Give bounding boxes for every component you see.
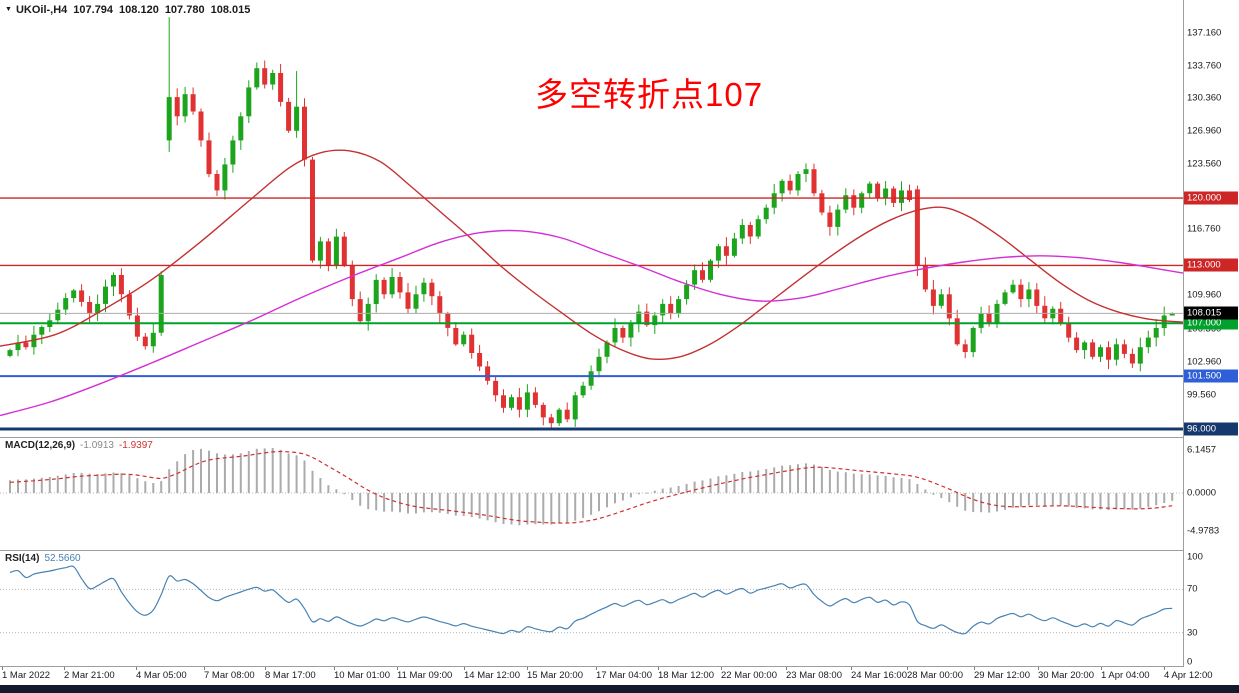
rsi-scale-label: 0: [1187, 656, 1193, 668]
main-chart-pane[interactable]: ▼ UKOil-,H4 107.794 108.120 107.780 108.015 多…: [0, 0, 1183, 437]
macd-label: MACD(12,26,9) -1.0913 -1.9397: [5, 440, 153, 451]
time-axis-tick: [786, 667, 787, 670]
rsi-scale-label: 100: [1187, 551, 1203, 563]
time-axis-tick: [397, 667, 398, 670]
rsi-value: 52.5660: [44, 553, 81, 564]
time-axis-tick: [204, 667, 205, 670]
price-scale-label: 99.560: [1187, 389, 1217, 401]
time-axis-label: 18 Mar 12:00: [658, 670, 714, 681]
price-scale-label: 109.960: [1187, 289, 1222, 301]
macd-name: MACD(12,26,9): [5, 440, 76, 451]
time-axis-tick: [721, 667, 722, 670]
rsi-scale-label: 70: [1187, 583, 1198, 595]
price-scale[interactable]: 137.160 133.760 130.360 126.960 123.560 116.7…: [1184, 0, 1239, 693]
macd-histogram: [9, 448, 1174, 526]
time-axis-label: 1 Mar 2022: [2, 670, 51, 681]
time-axis-label: 1 Apr 04:00: [1101, 670, 1150, 681]
time-axis-label: 29 Mar 12:00: [974, 670, 1030, 681]
time-axis-label: 28 Mar 00:00: [907, 670, 963, 681]
macd-pane[interactable]: MACD(12,26,9) -1.0913 -1.9397: [0, 438, 1183, 550]
hline-price-badge: 113.000: [1184, 258, 1238, 272]
chart-annotation: 多空转折点107: [535, 76, 764, 113]
time-axis-label: 23 Mar 08:00: [786, 670, 842, 681]
time-axis-label: 14 Mar 12:00: [464, 670, 520, 681]
pane-divider[interactable]: [0, 437, 1183, 438]
rsi-scale-label: 30: [1187, 627, 1198, 639]
rsi-name: RSI(14): [5, 553, 40, 564]
ma-lines-layer: [0, 149, 1183, 417]
time-axis-tick: [527, 667, 528, 670]
macd-value-signal: -1.9397: [118, 440, 153, 451]
bottom-scrollbar[interactable]: [0, 685, 1239, 693]
macd-signal-line: [9, 450, 1173, 524]
time-axis-tick: [265, 667, 266, 670]
time-axis-label: 15 Mar 20:00: [527, 670, 583, 681]
time-axis-tick: [2, 667, 3, 670]
time-axis-tick: [851, 667, 852, 670]
time-axis-tick: [464, 667, 465, 670]
time-axis-label: 17 Mar 04:00: [596, 670, 652, 681]
chart-menu-arrow-icon[interactable]: ▼: [5, 6, 12, 13]
time-axis-label: 24 Mar 16:00: [851, 670, 907, 681]
time-axis-label: 4 Apr 12:00: [1164, 670, 1213, 681]
price-scale-label: 102.960: [1187, 356, 1222, 368]
macd-scale-label: -4.9783: [1187, 525, 1220, 537]
rsi-canvas[interactable]: [0, 551, 1183, 666]
hline-price-badge: 120.000: [1184, 191, 1238, 205]
symbol-period-label: UKOil-,H4: [15, 4, 68, 16]
ohlc-low: 107.780: [164, 4, 205, 16]
price-scale-label: 123.560: [1187, 158, 1222, 170]
time-axis-tick: [136, 667, 137, 670]
rsi-pane[interactable]: RSI(14) 52.5660: [0, 551, 1183, 666]
ohlc-open: 107.794: [73, 4, 114, 16]
macd-canvas[interactable]: [0, 438, 1183, 550]
macd-scale-label: 0.0000: [1187, 487, 1217, 499]
rsi-line: [9, 565, 1173, 635]
hline-price-badge: 101.500: [1184, 369, 1238, 383]
hline-price-badge: 96.000: [1184, 422, 1238, 436]
hlines-layer[interactable]: [0, 197, 1183, 431]
time-axis-tick: [334, 667, 335, 670]
time-axis-tick: [596, 667, 597, 670]
time-axis-tick: [1164, 667, 1165, 670]
price-scale-label: 130.360: [1187, 92, 1222, 104]
axis-divider: [0, 666, 1183, 667]
time-axis-label: 22 Mar 00:00: [721, 670, 777, 681]
time-axis-tick: [1101, 667, 1102, 670]
time-axis-label: 8 Mar 17:00: [265, 670, 316, 681]
chart-title: ▼ UKOil-,H4 107.794 108.120 107.780 108.015: [5, 4, 250, 16]
time-axis-label: 2 Mar 21:00: [64, 670, 115, 681]
ma-fast-red: [0, 149, 1183, 361]
macd-value-main: -1.0913: [80, 440, 114, 451]
time-axis-tick: [64, 667, 65, 670]
hline-price-badge: 107.000: [1184, 316, 1238, 330]
time-axis: 1 Mar 2022 2 Mar 21:00 4 Mar 05:00 7 Mar 08…: [0, 667, 1239, 685]
main-chart-canvas[interactable]: [0, 0, 1183, 437]
price-scale-label: 126.960: [1187, 125, 1222, 137]
time-axis-label: 30 Mar 20:00: [1038, 670, 1094, 681]
macd-scale-label: 6.1457: [1187, 444, 1217, 456]
price-scale-label: 137.160: [1187, 27, 1222, 39]
time-axis-tick: [1038, 667, 1039, 670]
price-scale-divider: [1183, 0, 1184, 667]
time-axis-label: 7 Mar 08:00: [204, 670, 255, 681]
time-axis-tick: [907, 667, 908, 670]
time-axis-tick: [658, 667, 659, 670]
ma-slow-magenta: [0, 229, 1183, 417]
time-axis-tick: [974, 667, 975, 670]
ohlc-close: 108.015: [210, 4, 251, 16]
time-axis-label: 4 Mar 05:00: [136, 670, 187, 681]
price-scale-label: 116.760: [1187, 223, 1221, 235]
pane-divider[interactable]: [0, 550, 1183, 551]
time-axis-label: 10 Mar 01:00: [334, 670, 390, 681]
time-axis-label: 11 Mar 09:00: [397, 670, 453, 681]
ohlc-high: 108.120: [119, 4, 159, 16]
price-scale-label: 133.760: [1187, 60, 1222, 72]
current-price-badge: 108.015: [1184, 306, 1238, 320]
candles-layer: [7, 17, 1175, 429]
rsi-label: RSI(14) 52.5660: [5, 553, 81, 564]
